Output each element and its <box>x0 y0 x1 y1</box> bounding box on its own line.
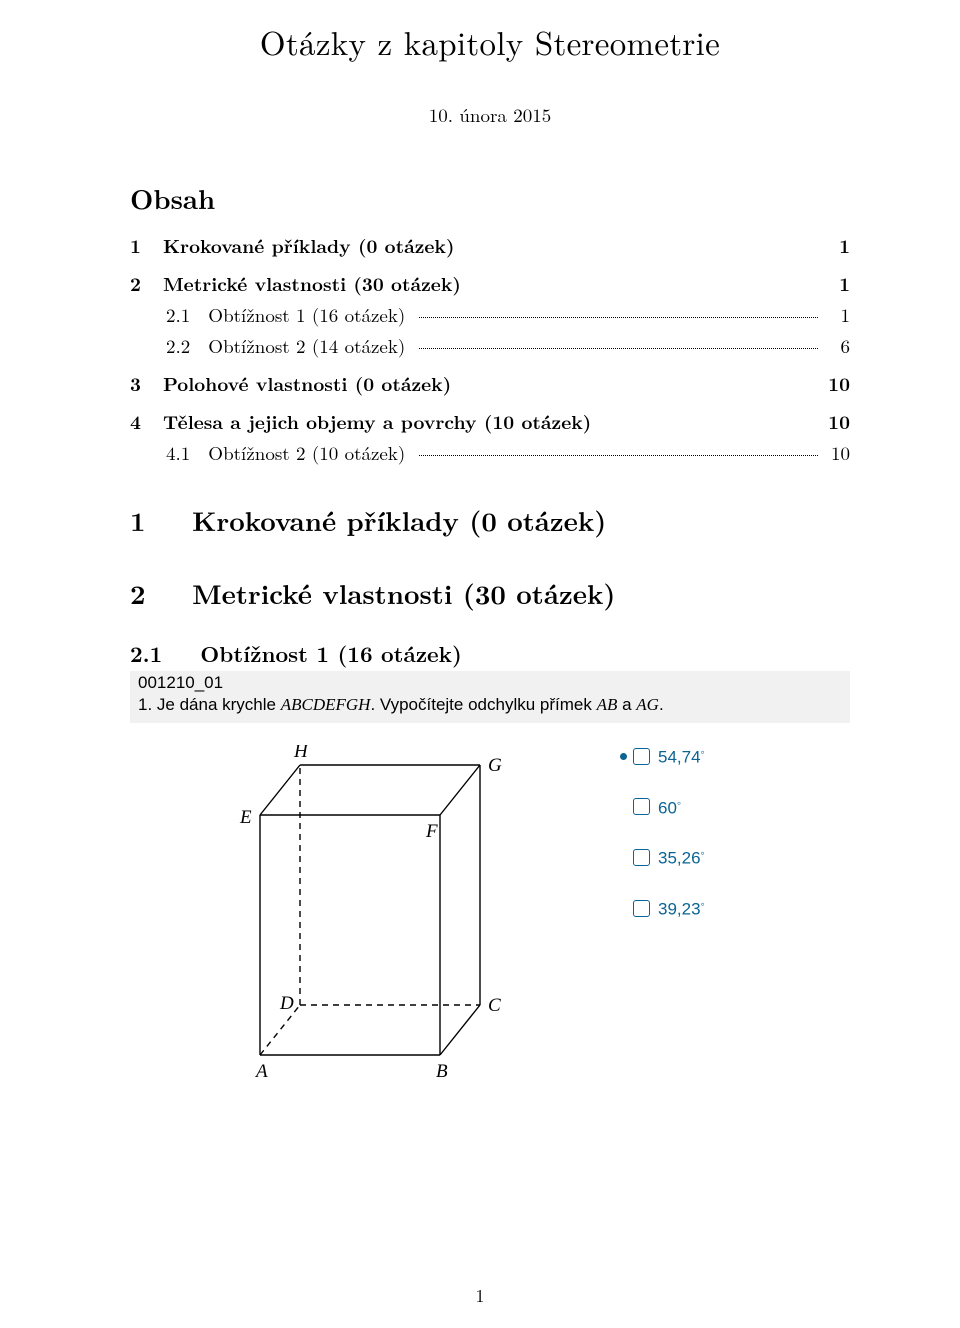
problem-text-part: . Vypočítejte odchylku přímek <box>370 695 596 714</box>
toc-label: Polohové vlastnosti (0 otázek) <box>163 369 451 397</box>
toc-page: 1 <box>824 301 850 328</box>
date: 10. února 2015 <box>130 101 850 128</box>
toc-num: 3 <box>130 369 141 397</box>
toc-entry[interactable]: 3 Polohové vlastnosti (0 otázek) 10 <box>130 369 850 397</box>
section-num: 1 <box>130 500 146 539</box>
main-title: Otázky z kapitoly Stereometrie <box>130 18 850 65</box>
toc-entry[interactable]: 4 Tělesa a jejich objemy a povrchy (10 ot… <box>130 407 850 435</box>
checkbox-icon[interactable] <box>633 798 650 815</box>
toc-label: Tělesa a jejich objemy a povrchy (10 otá… <box>163 407 591 435</box>
page-number: 1 <box>0 1283 960 1308</box>
toc-num: 2 <box>130 269 141 297</box>
math: AG <box>636 695 659 714</box>
toc-label: Obtížnost 2 (10 otázek) <box>208 439 405 466</box>
cube-svg: A B C D E F G H <box>220 745 520 1085</box>
answer-option[interactable]: 60◦ <box>620 796 705 819</box>
toc-label: Obtížnost 1 (16 otázek) <box>208 301 405 328</box>
toc-page: 1 <box>824 269 850 297</box>
vertex-label: E <box>239 807 252 828</box>
cube-edge <box>440 1005 480 1055</box>
vertex-label: D <box>279 993 294 1014</box>
toc-entry[interactable]: 2.1 Obtížnost 1 (16 otázek) 1 <box>130 301 850 328</box>
section-num: 2 <box>130 573 146 612</box>
math: AB <box>597 695 618 714</box>
section-title: Krokované příklady (0 otázek) <box>192 500 606 539</box>
answers: 54,74◦ 60◦ 35,26◦ 39,23◦ <box>620 745 705 948</box>
toc-page: 10 <box>824 439 850 466</box>
toc-leader-dots <box>419 317 818 318</box>
toc-num: 1 <box>130 231 141 259</box>
answer-value: 39,23◦ <box>658 897 705 920</box>
toc-page: 10 <box>824 369 850 397</box>
toc-entry[interactable]: 1 Krokované příklady (0 otázek) 1 <box>130 231 850 259</box>
vertex-label: H <box>293 745 309 762</box>
page: Otázky z kapitoly Stereometrie 10. února… <box>0 18 960 1328</box>
problem-text-part: . <box>659 695 664 714</box>
vertex-label: C <box>488 995 501 1016</box>
math: ABCDEFGH <box>281 695 371 714</box>
toc-num: 4.1 <box>166 439 190 466</box>
section-1-heading: 1 Krokované příklady (0 otázek) <box>130 500 850 539</box>
answer-option[interactable]: 54,74◦ <box>620 745 705 768</box>
section-title: Metrické vlastnosti (30 otázek) <box>192 573 615 612</box>
answer-option[interactable]: 39,23◦ <box>620 897 705 920</box>
section-num: 2.1 <box>130 638 162 669</box>
problem-id: 001210_01 <box>138 673 842 693</box>
toc-entry[interactable]: 2.2 Obtížnost 2 (14 otázek) 6 <box>130 332 850 359</box>
vertex-label: A <box>254 1061 268 1082</box>
toc-label: Krokované příklady (0 otázek) <box>163 231 455 259</box>
section-title: Obtížnost 1 (16 otázek) <box>200 638 462 669</box>
radio-selected-icon <box>620 753 627 760</box>
toc-entry[interactable]: 4.1 Obtížnost 2 (10 otázek) 10 <box>130 439 850 466</box>
checkbox-icon[interactable] <box>633 849 650 866</box>
toc-page: 10 <box>824 407 850 435</box>
toc-page: 1 <box>824 231 850 259</box>
answer-value: 54,74◦ <box>658 745 705 768</box>
vertex-label: B <box>436 1061 448 1082</box>
toc-num: 4 <box>130 407 141 435</box>
toc-label: Metrické vlastnosti (30 otázek) <box>163 269 461 297</box>
problem-text: 1. Je dána krychle ABCDEFGH. Vypočítejte… <box>138 695 842 715</box>
answer-value: 60◦ <box>658 796 681 819</box>
toc-page: 6 <box>824 332 850 359</box>
toc-num: 2.1 <box>166 301 190 328</box>
checkbox-icon[interactable] <box>633 900 650 917</box>
toc-leader-dots <box>419 455 818 456</box>
section-2-1-heading: 2.1 Obtížnost 1 (16 otázek) <box>130 638 850 669</box>
vertex-label: G <box>488 755 502 776</box>
cube-edge <box>260 765 300 815</box>
diagram-row: A B C D E F G H 54,74◦ 60◦ 35,26◦ 39,23◦ <box>130 745 850 1090</box>
toc-label: Obtížnost 2 (14 otázek) <box>208 332 405 359</box>
table-of-contents: 1 Krokované příklady (0 otázek) 1 2 Metrické… <box>130 231 850 466</box>
problem-block: 001210_01 1. Je dána krychle ABCDEFGH. V… <box>130 671 850 723</box>
problem-text-part: Je dána krychle <box>157 695 281 714</box>
toc-leader-dots <box>419 348 818 349</box>
problem-text-part: a <box>617 695 636 714</box>
problem-num: 1. <box>138 695 152 714</box>
cube-diagram: A B C D E F G H <box>220 745 520 1090</box>
toc-num: 2.2 <box>166 332 190 359</box>
answer-option[interactable]: 35,26◦ <box>620 846 705 869</box>
toc-entry[interactable]: 2 Metrické vlastnosti (30 otázek) 1 <box>130 269 850 297</box>
checkbox-icon[interactable] <box>633 748 650 765</box>
cube-edge <box>440 765 480 815</box>
answer-value: 35,26◦ <box>658 846 705 869</box>
toc-heading: Obsah <box>130 178 850 217</box>
vertex-label: F <box>425 821 438 842</box>
section-2-heading: 2 Metrické vlastnosti (30 otázek) <box>130 573 850 612</box>
